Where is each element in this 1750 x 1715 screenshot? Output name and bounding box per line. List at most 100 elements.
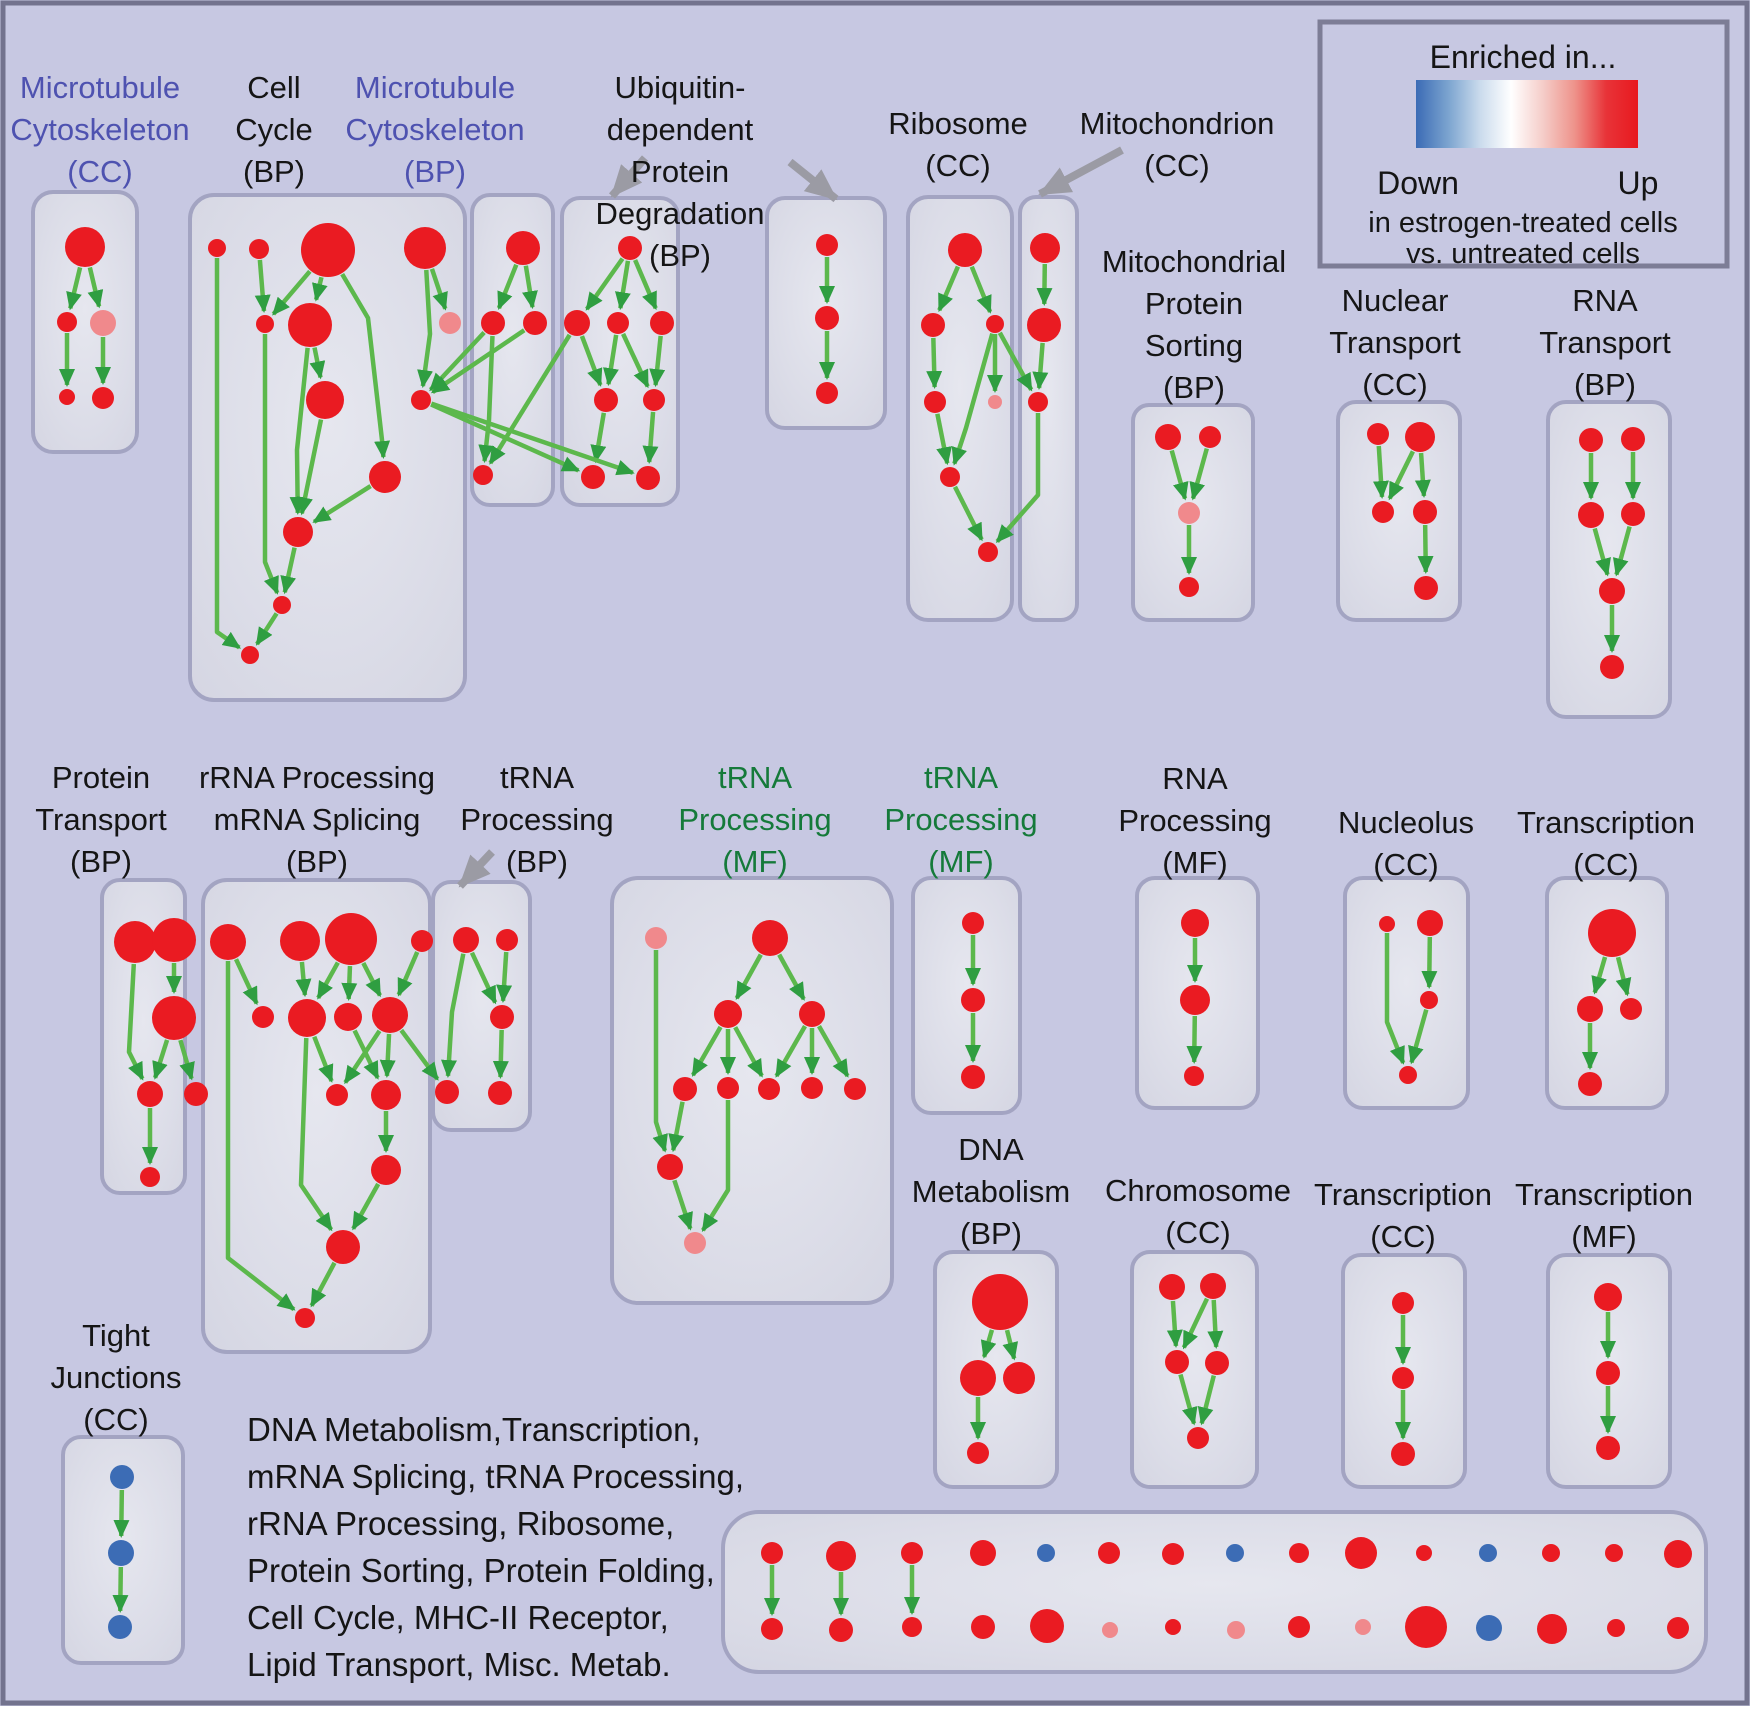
label-rpm: Processing <box>1118 803 1271 838</box>
edge-arrow <box>1197 1375 1216 1426</box>
edge-arrow <box>1408 1009 1429 1065</box>
node-rpm-b <box>1184 1066 1204 1086</box>
label-mtbp: (BP) <box>404 154 466 189</box>
label-rib: Ribosome <box>888 106 1028 141</box>
node-mtbp-bb <box>473 465 493 485</box>
node-mps-p <box>1178 502 1200 524</box>
node-misc-b14 <box>1607 1619 1625 1637</box>
node-misc-b2 <box>829 1618 853 1642</box>
node-mt_cc-D <box>59 389 75 405</box>
node-rrna-m3 <box>334 1003 362 1031</box>
edge-arrow <box>478 335 495 464</box>
node-tc2-ml <box>1577 996 1603 1022</box>
group-box-tc2 <box>1545 876 1669 1110</box>
label-mtbp: Microtubule <box>355 70 515 105</box>
edge-arrow <box>469 951 498 1005</box>
label-rpm: (MF) <box>1162 845 1227 880</box>
edge-arrow <box>1186 1015 1203 1065</box>
node-ub1-t <box>618 236 642 260</box>
group-box-chr <box>1130 1250 1259 1489</box>
edge-arrow <box>1207 1299 1224 1350</box>
node-mito-m <box>1027 308 1061 342</box>
node-rt-ml <box>1578 502 1604 528</box>
group-box-mito <box>1018 195 1079 622</box>
edge-arrow <box>214 258 241 650</box>
node-tmf3-m <box>1596 1361 1620 1385</box>
node-nuc-m <box>1420 991 1438 1009</box>
node-tmf1-c5 <box>844 1078 866 1100</box>
node-tmf3-b <box>1596 1436 1620 1460</box>
misc-categories-text: Protein Sorting, Protein Folding, <box>247 1552 715 1589</box>
node-misc-t10 <box>1345 1537 1377 1569</box>
node-rt-mr <box>1621 502 1645 526</box>
edge-arrow <box>233 958 259 1006</box>
node-nt-mr <box>1413 500 1437 524</box>
edge-arrow <box>178 1039 195 1081</box>
node-mtbp-m1 <box>481 311 505 335</box>
label-tj: Junctions <box>51 1360 182 1395</box>
edge-arrow <box>1417 524 1434 575</box>
node-misc-b11 <box>1405 1606 1447 1648</box>
edge-arrow <box>312 276 328 302</box>
label-pt: (BP) <box>70 844 132 879</box>
node-rrna-n1 <box>371 1155 401 1185</box>
edge-arrow <box>733 1026 764 1078</box>
label-pointer-arrow <box>787 158 839 203</box>
node-dm-r <box>1003 1362 1035 1394</box>
edge-arrow <box>297 419 324 516</box>
edge-arrow <box>1384 933 1406 1065</box>
node-cc-j <box>369 461 401 493</box>
edge-arrow <box>734 953 763 1000</box>
node-tmf1-a <box>714 1000 742 1028</box>
node-dm-b <box>967 1442 989 1464</box>
edge-arrow <box>1373 445 1390 500</box>
node-dm-t <box>972 1274 1028 1330</box>
edge-arrow <box>774 1025 807 1078</box>
label-dm: Metabolism <box>912 1174 1071 1209</box>
node-mt_cc-B <box>57 312 77 332</box>
node-tc2-b <box>1578 1072 1602 1096</box>
node-misc-t12 <box>1479 1544 1497 1562</box>
label-ubiq: (BP) <box>649 238 711 273</box>
node-pt-t2 <box>152 918 196 962</box>
node-chr-tr <box>1200 1273 1226 1299</box>
label-mito: (CC) <box>1144 148 1209 183</box>
node-misc-b4 <box>971 1615 995 1639</box>
node-rpm-m <box>1180 985 1210 1015</box>
edge-arrow <box>969 265 993 314</box>
edge-arrow <box>980 1329 997 1359</box>
node-misc-t9 <box>1289 1543 1309 1563</box>
node-misc-b6 <box>1102 1622 1118 1638</box>
edge-arrow <box>1612 525 1632 577</box>
label-tmf3: Transcription <box>1515 1177 1693 1212</box>
edge-arrow <box>926 337 943 390</box>
edge-arrow <box>312 1035 334 1083</box>
edge-arrow <box>1032 342 1049 391</box>
edge-arrow <box>496 951 513 1004</box>
node-cc-i <box>411 390 431 410</box>
node-rrna-t2 <box>280 921 320 961</box>
node-misc-b5 <box>1030 1609 1064 1643</box>
node-tmf3-t <box>1594 1283 1622 1311</box>
label-rrna: (BP) <box>286 844 348 879</box>
node-rib-p <box>988 395 1002 409</box>
node-nuc-tr <box>1417 910 1443 936</box>
node-mps-r <box>1199 426 1221 448</box>
node-chr-ml <box>1165 1350 1189 1374</box>
label-ubiq: dependent <box>607 112 754 147</box>
node-rrna-t1 <box>210 924 246 960</box>
edge-arrow <box>1592 527 1611 577</box>
node-misc-t13 <box>1542 1544 1560 1562</box>
edge-arrow <box>652 950 668 1153</box>
misc-categories-text: mRNA Splicing, tRNA Processing, <box>247 1458 744 1495</box>
label-pointer-arrow <box>608 155 649 199</box>
node-cc-f <box>288 303 332 347</box>
node-ub2-t <box>816 234 838 256</box>
edge-arrow <box>254 259 271 314</box>
edge-arrow <box>343 1029 382 1085</box>
label-rrna: mRNA Splicing <box>214 802 421 837</box>
node-rt-tr <box>1621 427 1645 451</box>
